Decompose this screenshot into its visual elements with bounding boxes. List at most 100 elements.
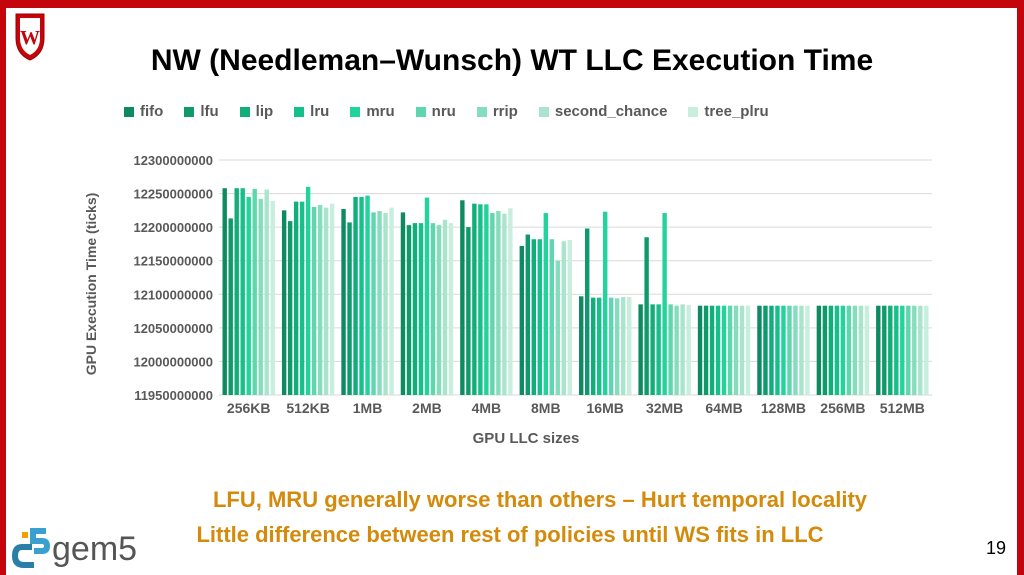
bar-rrip-8MB [555, 260, 560, 395]
bar-lru-16MB [597, 297, 602, 395]
bar-lru-1MB [359, 196, 364, 395]
note-line-2: Little difference between rest of polici… [196, 522, 824, 547]
bar-lru-512KB [299, 201, 305, 395]
bar-mru-32MB [662, 213, 667, 395]
legend-item-rrip: rrip [476, 103, 518, 120]
bar-lip-2MB [412, 223, 418, 395]
bar-lfu-32MB [644, 237, 649, 395]
bar-mru-512KB [305, 186, 311, 395]
bar-second_chance-64MB [739, 305, 745, 395]
y-axis-ticks: 11950000000 12000000000 12050000000 1210000… [133, 153, 213, 403]
bar-tree_plru-2MB [448, 223, 454, 395]
bar-lru-32MB [656, 304, 661, 395]
chart-bars [222, 186, 929, 395]
gem5-logo-text: gem5 [52, 530, 137, 568]
bar-fifo-64MB [697, 305, 703, 395]
bar-nru-4MB [490, 213, 495, 395]
bar-tree_plru-256MB [864, 305, 870, 395]
bar-nru-32MB [668, 304, 673, 395]
bar-lfu-8MB [525, 234, 530, 395]
bar-lfu-256MB [822, 305, 828, 395]
bar-mru-128MB [781, 305, 786, 395]
x-tick-label: 2MB [412, 400, 442, 416]
legend-label: lip [255, 103, 274, 120]
legend-item-fifo: fifo [124, 103, 163, 120]
bar-second_chance-256MB [858, 305, 864, 395]
bar-nru-8MB [549, 239, 554, 395]
x-tick-label: 256KB [227, 400, 271, 416]
bar-nru-256KB [252, 188, 257, 395]
legend-swatch [184, 106, 195, 117]
bar-lru-128MB [775, 305, 780, 395]
bar-fifo-16MB [579, 296, 584, 395]
y-tick-label: 12100000000 [133, 287, 213, 302]
legend-item-lip: lip [239, 103, 274, 120]
bar-tree_plru-256KB [270, 200, 275, 395]
bar-mru-256KB [246, 196, 251, 395]
bar-fifo-4MB [460, 200, 465, 395]
legend-label: tree_plru [704, 103, 769, 120]
bar-fifo-512MB [876, 305, 881, 395]
bar-lip-512MB [888, 305, 893, 395]
bar-tree_plru-32MB [686, 305, 691, 395]
legend-item-second_chance: second_chance [538, 103, 667, 120]
bar-nru-256MB [846, 305, 852, 395]
bar-nru-64MB [727, 305, 733, 395]
y-tick-label: 11950000000 [134, 388, 213, 403]
legend-label: mru [366, 103, 395, 120]
legend-item-tree_plru: tree_plru [688, 103, 769, 120]
legend-label: nru [431, 103, 456, 120]
bar-mru-1MB [365, 195, 370, 395]
bar-rrip-4MB [496, 211, 501, 395]
right-accent-bar [1017, 0, 1024, 575]
bar-rrip-512KB [317, 204, 323, 395]
legend-item-lfu: lfu [184, 103, 219, 120]
bar-second_chance-512MB [918, 305, 923, 395]
bar-fifo-32MB [638, 304, 643, 395]
bar-nru-16MB [609, 297, 614, 395]
bar-tree_plru-4MB [508, 208, 513, 395]
bar-lip-512KB [293, 201, 299, 395]
x-tick-label: 64MB [705, 400, 742, 416]
bar-rrip-64MB [733, 305, 739, 395]
bar-lfu-16MB [585, 228, 590, 395]
legend-label: fifo [140, 103, 164, 120]
bar-lfu-4MB [466, 227, 471, 395]
y-axis-label: GPU Execution Time (ticks) [83, 193, 99, 376]
bar-lru-8MB [537, 239, 542, 395]
bar-second_chance-512KB [323, 207, 329, 395]
crest-letter: W [20, 27, 40, 49]
bar-lfu-2MB [406, 225, 412, 395]
x-axis-label: GPU LLC sizes [473, 430, 580, 447]
bar-lfu-64MB [703, 305, 709, 395]
y-tick-label: 12050000000 [133, 321, 213, 336]
bar-lfu-1MB [347, 222, 352, 395]
bar-lru-256KB [240, 188, 245, 395]
x-tick-label: 256MB [820, 400, 865, 416]
y-tick-label: 12300000000 [133, 153, 213, 168]
page-number: 19 [985, 538, 1006, 558]
bar-fifo-128MB [757, 305, 762, 395]
bar-lfu-128MB [763, 305, 768, 395]
bar-lru-4MB [478, 204, 483, 395]
bar-lip-256KB [234, 188, 239, 395]
chart-gridlines [219, 159, 932, 396]
bar-tree_plru-8MB [567, 239, 572, 395]
legend-item-nru: nru [415, 103, 456, 120]
bar-nru-512MB [906, 305, 911, 395]
bar-second_chance-8MB [561, 241, 566, 395]
bar-fifo-256MB [816, 305, 822, 395]
university-crest-icon: W [15, 13, 45, 61]
bar-fifo-512KB [281, 210, 287, 395]
bar-rrip-32MB [674, 305, 679, 395]
legend-swatch [294, 106, 305, 117]
legend-swatch [239, 106, 250, 117]
bar-fifo-2MB [400, 212, 406, 395]
bar-rrip-1MB [377, 211, 382, 395]
bar-second_chance-4MB [502, 213, 507, 395]
x-tick-label: 1MB [353, 400, 383, 416]
bar-lip-4MB [472, 203, 477, 395]
bar-lip-64MB [709, 305, 715, 395]
legend-swatch [124, 106, 134, 117]
bar-rrip-256MB [852, 305, 858, 395]
